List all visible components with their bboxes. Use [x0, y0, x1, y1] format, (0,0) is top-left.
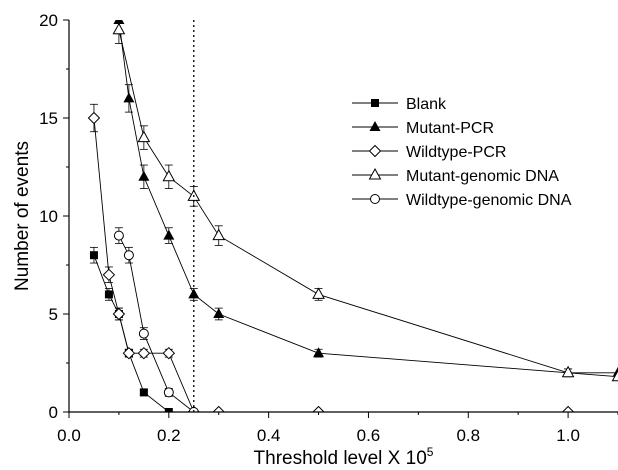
data-point — [138, 328, 149, 339]
legend-entry-0: Blank — [352, 96, 447, 113]
series-line — [118, 20, 618, 374]
legend-entry-3: Mutant-genomic DNA — [352, 167, 559, 185]
legend-label: Blank — [406, 96, 447, 113]
data-point — [313, 347, 325, 358]
legend-marker — [368, 144, 382, 158]
data-point — [212, 405, 225, 412]
y-tick-label: 0 — [49, 403, 58, 422]
legend-label: Wildtype-genomic DNA — [406, 192, 572, 209]
series-3 — [112, 20, 618, 382]
data-point — [122, 346, 136, 360]
x-tick-label: 0.4 — [257, 426, 281, 445]
y-tick-label: 5 — [49, 305, 58, 324]
y-tick-label: 15 — [39, 109, 58, 128]
y-axis-label: Number of events — [12, 141, 33, 291]
data-point — [123, 92, 135, 103]
data-point — [162, 169, 176, 182]
legend-label: Mutant-PCR — [406, 120, 494, 137]
data-point — [163, 387, 174, 398]
series-line — [93, 117, 569, 412]
data-point — [137, 346, 151, 360]
data-point — [139, 388, 148, 397]
legend-entry-1: Mutant-PCR — [352, 120, 494, 137]
legend-entry-2: Wildtype-PCR — [352, 144, 506, 161]
legend-label: Mutant-genomic DNA — [406, 168, 559, 185]
legend-entry-4: Wildtype-genomic DNA — [352, 192, 572, 209]
data-point — [137, 130, 151, 143]
data-point — [164, 408, 173, 412]
series-layer — [87, 20, 618, 412]
data-point — [188, 407, 199, 412]
data-point — [312, 287, 325, 299]
series-0 — [89, 246, 173, 412]
legend-marker — [368, 167, 382, 180]
data-point — [113, 230, 124, 241]
series-1 — [113, 20, 618, 378]
legend-marker — [371, 99, 379, 107]
data-point — [102, 268, 116, 282]
data-point — [561, 405, 575, 412]
x-tick-label: 1.0 — [556, 426, 580, 445]
x-tick-label: 0.8 — [456, 426, 480, 445]
data-point — [213, 308, 225, 318]
x-axis-label-exponent: 5 — [427, 445, 434, 459]
data-point — [112, 307, 126, 321]
data-point — [87, 111, 101, 125]
legend-marker — [370, 194, 380, 204]
series-2 — [87, 103, 575, 412]
legend-label: Wildtype-PCR — [406, 144, 506, 161]
data-point — [188, 288, 200, 299]
x-axis-label-text: Threshold level X 10 — [254, 448, 427, 469]
data-point — [112, 22, 126, 35]
legend-marker — [369, 121, 381, 131]
data-point — [162, 346, 176, 360]
data-point — [138, 170, 150, 181]
data-point — [212, 228, 226, 241]
data-point — [163, 229, 175, 240]
axes: 0.0 0.2 0.4 0.6 0.8 1.0 0 5 10 15 20 — [39, 11, 618, 445]
data-point — [89, 251, 98, 260]
data-point — [611, 369, 618, 382]
data-point — [312, 405, 325, 412]
legend: Blank Mutant-PCR Wildtype-PCR Mutant-genomi… — [352, 96, 572, 209]
data-point — [123, 250, 134, 261]
x-tick-label: 0.0 — [57, 426, 81, 445]
series-line — [118, 29, 618, 378]
y-tick-label: 20 — [39, 11, 58, 30]
series-4 — [113, 227, 199, 412]
x-tick-label: 0.6 — [357, 426, 381, 445]
data-point — [104, 290, 113, 299]
data-point — [561, 365, 575, 378]
x-axis-label: Threshold level X 105 — [254, 445, 434, 469]
y-tick-label: 10 — [39, 207, 58, 226]
x-tick-label: 0.2 — [157, 426, 181, 445]
series-line — [93, 255, 170, 412]
